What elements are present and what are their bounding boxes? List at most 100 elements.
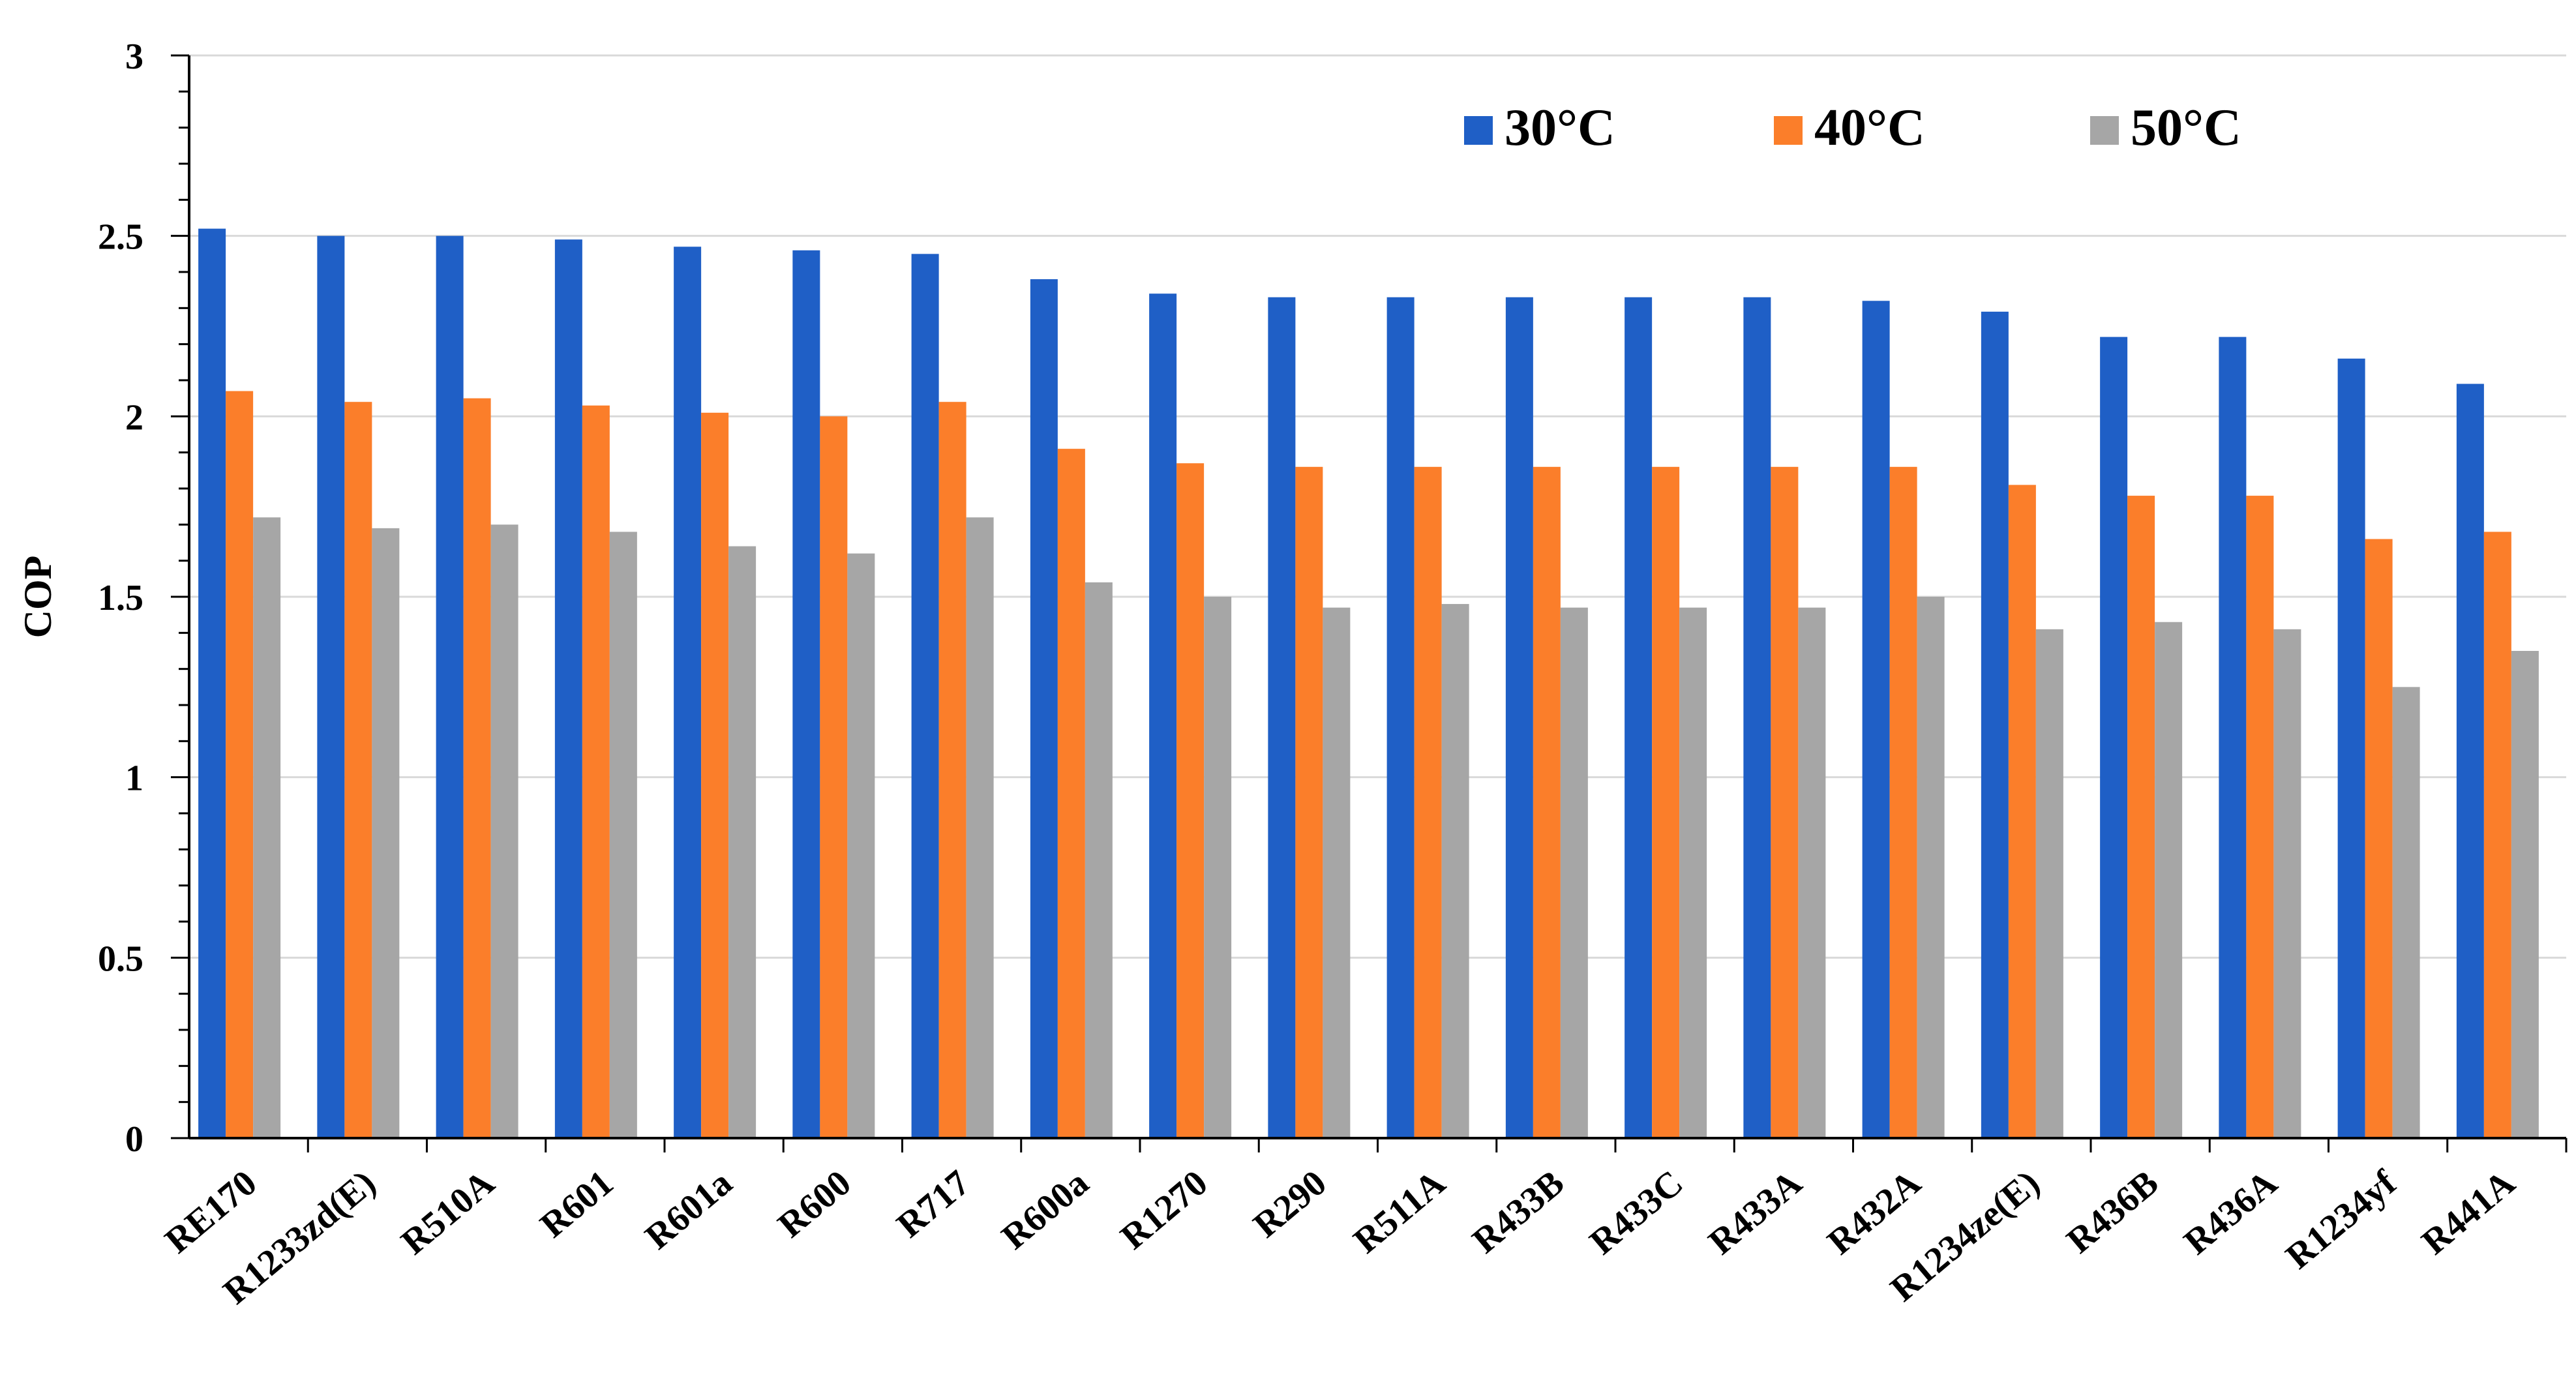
bar-group: [674, 247, 756, 1139]
bar: [1176, 463, 1205, 1139]
bar: [1085, 582, 1113, 1138]
legend-label: 40°C: [1814, 99, 1925, 157]
bar: [1149, 293, 1177, 1139]
bar: [1798, 607, 1826, 1138]
bar-group: [1505, 297, 1588, 1138]
bar-group: [1268, 297, 1351, 1138]
bar-group: [2456, 384, 2539, 1138]
y-tick-label: 0.5: [98, 939, 143, 979]
bar: [1323, 607, 1351, 1138]
bar-group: [436, 235, 518, 1139]
bar: [792, 250, 820, 1138]
x-tick-label: R510A: [394, 1162, 503, 1263]
y-tick-label: 1: [125, 759, 143, 799]
bar: [966, 517, 994, 1138]
bar: [226, 391, 254, 1138]
bar: [1917, 597, 1945, 1138]
legend-swatch: [1464, 116, 1493, 145]
bar: [847, 553, 875, 1138]
y-axis-title: COP: [16, 556, 59, 639]
legend-item: 30°C: [1464, 99, 1615, 157]
bar: [1386, 297, 1415, 1138]
legend-item: 40°C: [1774, 99, 1925, 157]
y-tick-label: 2: [125, 397, 143, 438]
x-tick-label: R436A: [2177, 1162, 2286, 1263]
legend: 30°C 40°C 50°C: [1464, 99, 2241, 157]
bar: [198, 228, 226, 1139]
y-tick-label: 3: [125, 37, 143, 77]
bar: [1862, 301, 1890, 1139]
bar-group: [2100, 337, 2183, 1138]
x-tick-label: R441A: [2414, 1162, 2523, 1263]
bar-group: [1743, 297, 1826, 1138]
x-tick-label: R601a: [638, 1162, 740, 1257]
bar: [253, 517, 281, 1138]
bar: [2456, 384, 2484, 1138]
bar: [2008, 485, 2036, 1138]
bar-group: [1386, 297, 1469, 1138]
bar: [2365, 539, 2393, 1138]
x-tick-label: R1270: [1113, 1162, 1216, 1257]
bar: [1057, 449, 1085, 1139]
bar: [701, 412, 729, 1138]
bar: [1295, 466, 1323, 1138]
x-tick-label: R290: [1246, 1162, 1334, 1245]
bar: [1981, 311, 2009, 1138]
bar: [609, 532, 637, 1138]
bar: [2511, 651, 2539, 1138]
bar: [1560, 607, 1588, 1138]
bar: [490, 524, 518, 1138]
bar-group: [1981, 311, 2063, 1138]
x-tick-label: R433C: [1582, 1162, 1690, 1262]
x-tick-label: R433B: [1465, 1162, 1572, 1261]
bar: [1652, 466, 1680, 1138]
x-tick-label: R717: [890, 1162, 978, 1245]
x-tick-label: R433A: [1701, 1162, 1810, 1263]
gridlines: [189, 54, 2566, 959]
x-tick-label: R600: [771, 1162, 859, 1245]
x-tick-label: R432A: [1820, 1162, 1929, 1263]
bar: [2219, 337, 2247, 1138]
bar-group: [1862, 301, 1945, 1139]
x-tick-label: R511A: [1346, 1162, 1453, 1261]
legend-swatch: [2090, 116, 2119, 145]
bar: [1743, 297, 1771, 1138]
bar: [372, 528, 400, 1138]
bar: [1030, 279, 1058, 1139]
bar: [2100, 337, 2128, 1138]
bar: [1889, 466, 1917, 1138]
bar: [1268, 297, 1296, 1138]
bar: [1505, 297, 1533, 1138]
bar: [2273, 629, 2301, 1138]
bar: [1771, 466, 1799, 1138]
legend-swatch: [1774, 116, 1803, 145]
bar: [2035, 629, 2063, 1138]
bar: [911, 254, 939, 1138]
bar-group: [2337, 358, 2420, 1138]
x-tick-label: R1234yf: [2279, 1162, 2404, 1277]
bar-group: [2219, 337, 2301, 1138]
legend-item: 50°C: [2090, 99, 2241, 157]
legend-label: 50°C: [2131, 99, 2241, 157]
bar: [344, 402, 372, 1139]
bar: [2337, 358, 2365, 1138]
bar: [1204, 597, 1232, 1138]
bar: [1625, 297, 1653, 1138]
x-tick-label: R601: [533, 1162, 621, 1245]
bar: [1414, 466, 1442, 1138]
bar: [436, 235, 464, 1139]
bar: [1533, 466, 1561, 1138]
y-tick-label: 1.5: [98, 578, 143, 618]
bar: [1679, 607, 1707, 1138]
y-tick-label: 2.5: [98, 217, 143, 258]
bar: [317, 235, 345, 1139]
bars: [198, 228, 2539, 1139]
bar: [582, 405, 610, 1138]
bar-group: [554, 239, 637, 1139]
bar-group: [1625, 297, 1707, 1138]
x-tick-label: R436B: [2059, 1162, 2166, 1261]
bar-group: [792, 250, 875, 1139]
bar-group: [1030, 279, 1113, 1139]
bar: [820, 416, 848, 1139]
